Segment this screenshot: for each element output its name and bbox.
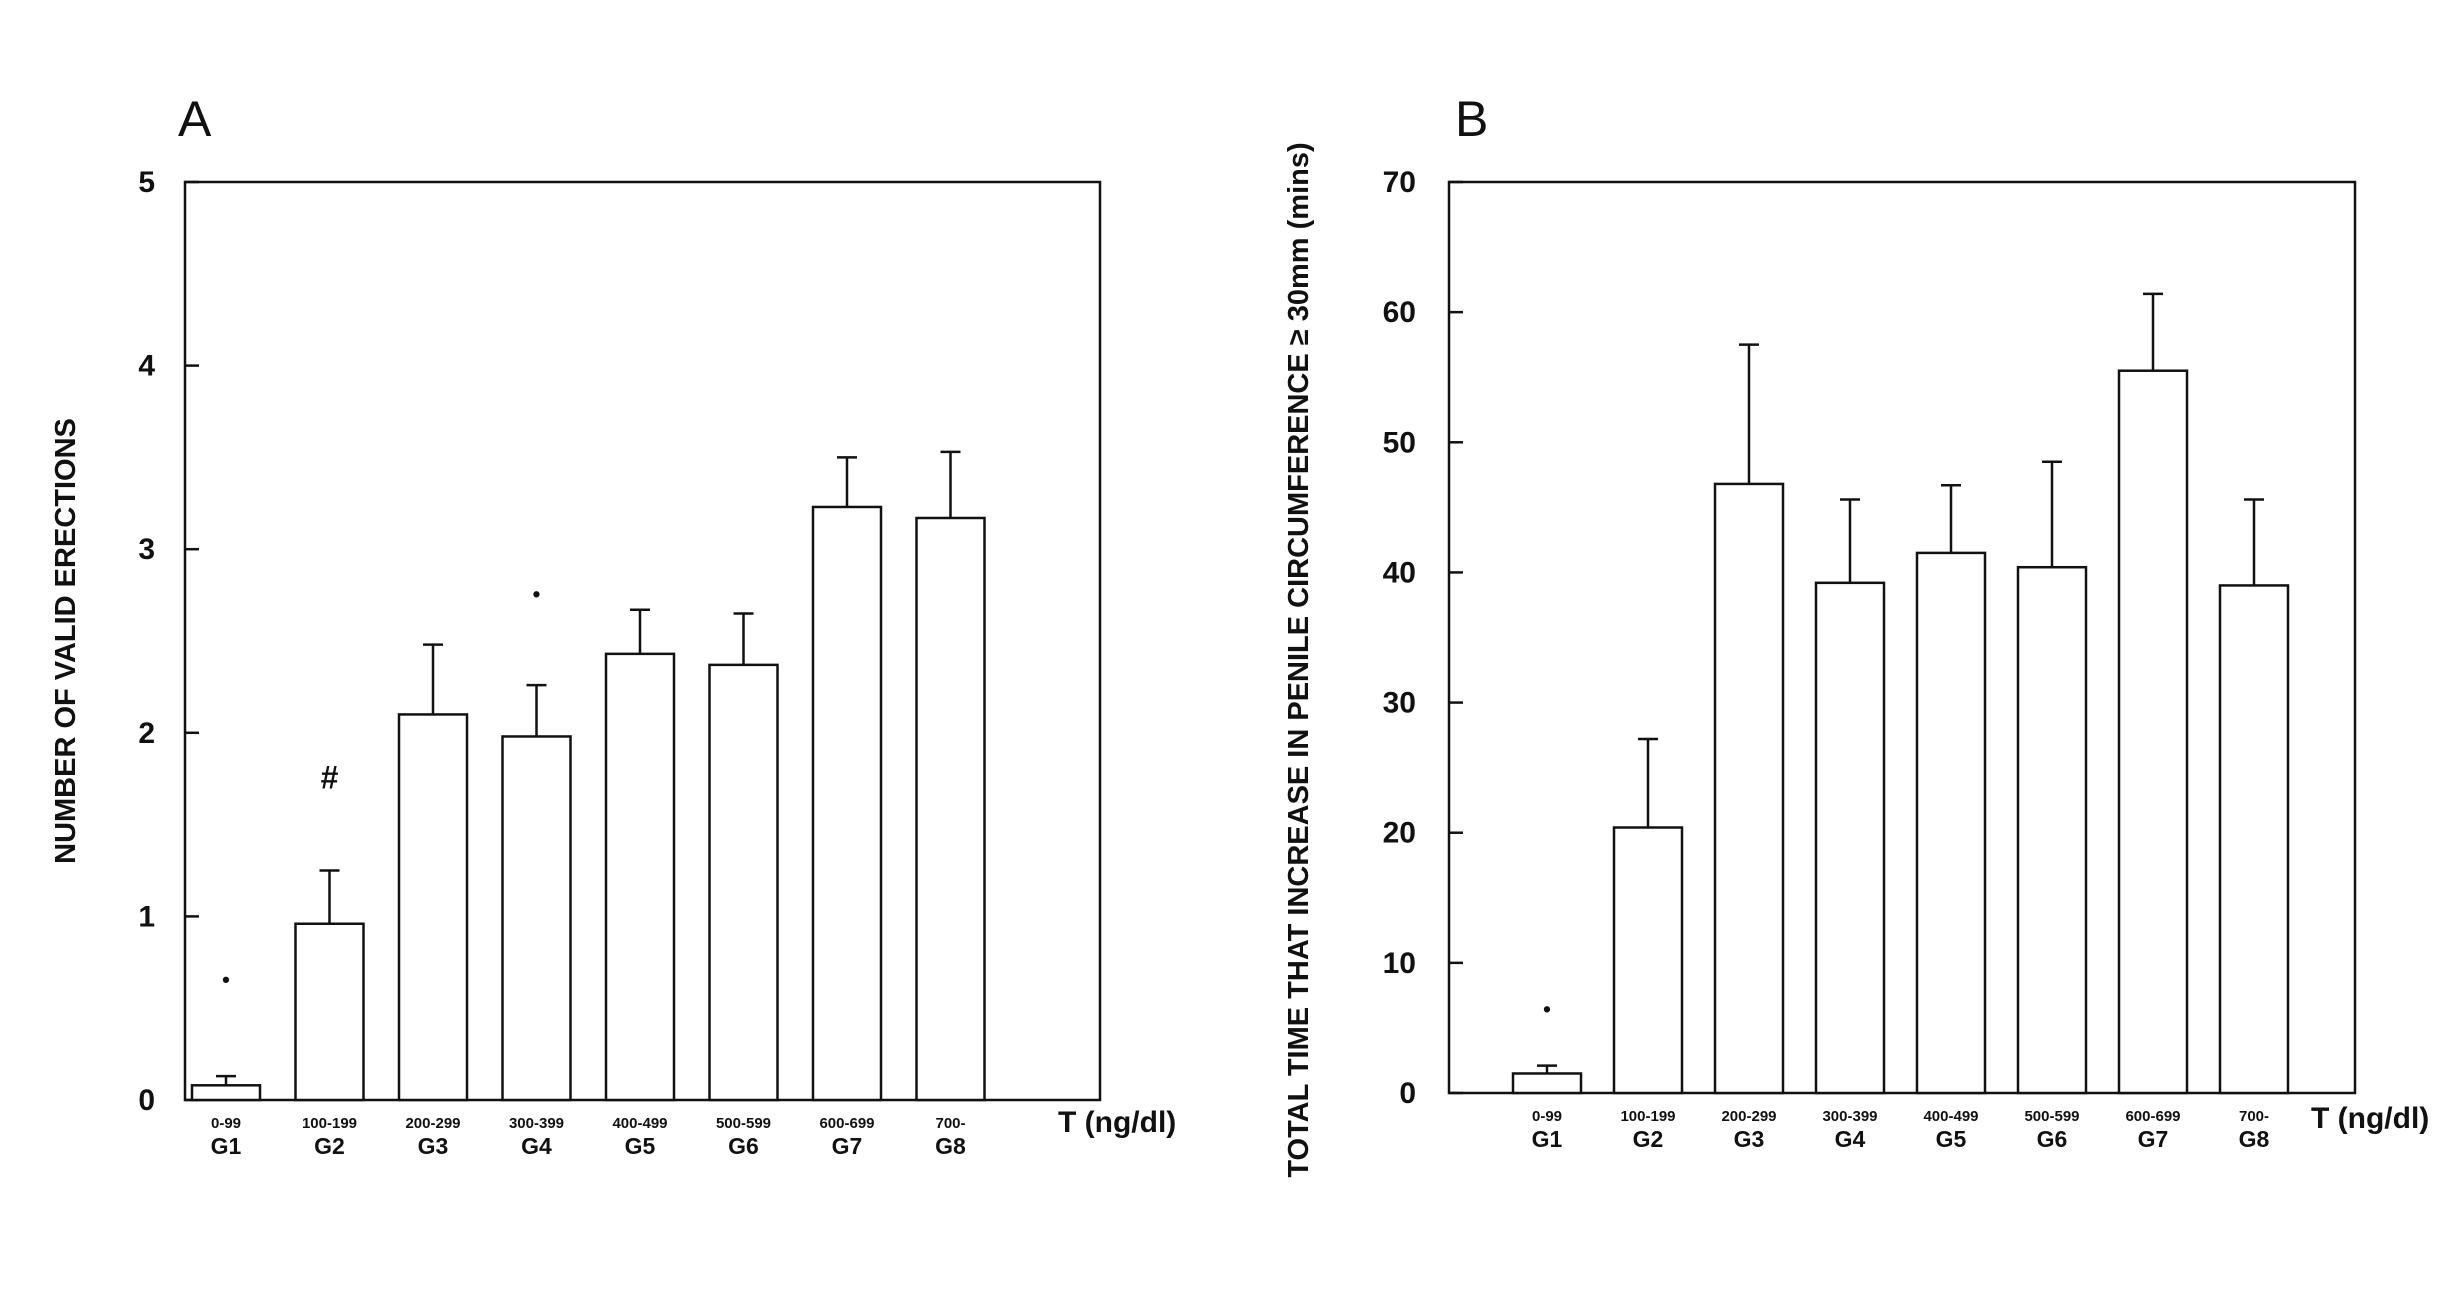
panel-b-category-range: 600-699: [2125, 1108, 2180, 1125]
panel-b-category-label: G8: [2239, 1126, 2270, 1152]
panel-a-ytick-label: 2: [138, 717, 155, 750]
panel-b-category-range: 500-599: [2024, 1108, 2079, 1125]
panel-a-category-label: G5: [625, 1133, 656, 1159]
panel-b-y-axis-label: TOTAL TIME THAT INCREASE IN PENILE CIRCU…: [1283, 142, 1315, 1177]
panel-b: B 0 10 20 30 40 50 60 70 TOTAL TIME THAT INCREASE…: [1283, 91, 2429, 1178]
panel-a-category-label: G2: [314, 1133, 345, 1159]
panel-a-category-range: 300-399: [509, 1115, 564, 1132]
panel-b-category-range: 100-199: [1620, 1108, 1675, 1125]
panel-b-ytick-label: 0: [1399, 1077, 1416, 1110]
panel-a-category-range: 500-599: [716, 1115, 771, 1132]
panel-b-category-label: G6: [2037, 1126, 2068, 1152]
panel-b-bar-g1: [1511, 1072, 1583, 1095]
panel-b-bar-g7: [2117, 369, 2189, 1095]
panel-a-x-axis-label: T (ng/dl): [1058, 1106, 1176, 1139]
panel-a-significance-marker: •: [533, 581, 541, 606]
panel-a-category-label: G8: [935, 1133, 966, 1159]
panel-b-bar-g3: [1713, 482, 1785, 1095]
panel-a-category-range: 0-99: [211, 1115, 241, 1132]
panel-b-category-label: G4: [1835, 1126, 1866, 1152]
panel-a-y-axis-label: NUMBER OF VALID ERECTIONS: [50, 418, 82, 864]
panel-b-bar-g8: [2218, 584, 2290, 1095]
panel-a-bar-g4: [501, 735, 572, 1102]
panel-b-category-label: G5: [1936, 1126, 1967, 1152]
panel-b-category-range: 400-499: [1923, 1108, 1978, 1125]
panel-a-bar-g5: [604, 652, 676, 1102]
panel-a-bar-g6: [708, 663, 779, 1102]
panel-a-category-label: G4: [521, 1133, 552, 1159]
panel-b-plot-frame: [1447, 180, 2357, 1095]
panel-b-ytick-label: 70: [1383, 166, 1416, 199]
panel-a-significance-marker: •: [222, 967, 230, 992]
panel-b-category-range: 700-: [2239, 1108, 2269, 1125]
panel-a-category-range: 600-699: [819, 1115, 874, 1132]
panel-a-category-label: G1: [211, 1133, 242, 1159]
panel-a-ytick-label: 0: [138, 1084, 155, 1117]
panel-a-bar-g7: [811, 505, 883, 1102]
panel-b-ytick-label: 30: [1383, 687, 1416, 720]
panel-a-category-label: G3: [418, 1133, 449, 1159]
panel-b-category-label: G3: [1734, 1126, 1765, 1152]
panel-b-category-label: G1: [1532, 1126, 1563, 1152]
panel-b-bar-g4: [1814, 581, 1886, 1095]
panel-b-ytick-label: 60: [1383, 296, 1416, 329]
panel-b-category-label: G7: [2138, 1126, 2169, 1152]
panel-a-ytick-label: 3: [138, 533, 155, 566]
panel-a-ytick-label: 1: [138, 900, 155, 933]
panel-a-ytick-label: 4: [138, 350, 155, 383]
panel-b-ytick-label: 20: [1383, 817, 1416, 850]
panel-a-category-label: G7: [832, 1133, 863, 1159]
panel-a-significance-marker: #: [321, 760, 339, 796]
panel-a-bar-g1: [190, 1084, 262, 1102]
panel-a-bar-g2: [294, 922, 365, 1102]
panel-a-category-range: 400-499: [612, 1115, 667, 1132]
panel-b-category-range: 200-299: [1721, 1108, 1776, 1125]
panel-a-panel-label: A: [178, 91, 212, 147]
panel-b-ytick-label: 50: [1383, 426, 1416, 459]
panel-a-category-range: 200-299: [405, 1115, 460, 1132]
panel-b-x-axis-label: T (ng/dl): [2311, 1102, 2429, 1135]
panel-a-category-range: 100-199: [302, 1115, 357, 1132]
panel-a-category-range: 700-: [935, 1115, 965, 1132]
panel-b-significance-marker: •: [1543, 996, 1551, 1021]
panel-b-bar-g5: [1915, 551, 1987, 1095]
panel-a-category-label: G6: [728, 1133, 759, 1159]
panel-b-ytick-label: 40: [1383, 556, 1416, 589]
panel-b-category-label: G2: [1633, 1126, 1664, 1152]
panel-a-bar-g3: [397, 713, 469, 1102]
panel-b-ytick-label: 10: [1383, 947, 1416, 980]
panel-b-bar-g6: [2016, 565, 2088, 1095]
panel-b-panel-label: B: [1455, 91, 1488, 147]
panel-a-bar-g8: [915, 516, 986, 1102]
panel-b-bar-g2: [1612, 826, 1684, 1095]
panel-b-category-range: 300-399: [1822, 1108, 1877, 1125]
panel-b-category-range: 0-99: [1532, 1108, 1562, 1125]
panel-a-ytick-label: 5: [138, 166, 155, 199]
